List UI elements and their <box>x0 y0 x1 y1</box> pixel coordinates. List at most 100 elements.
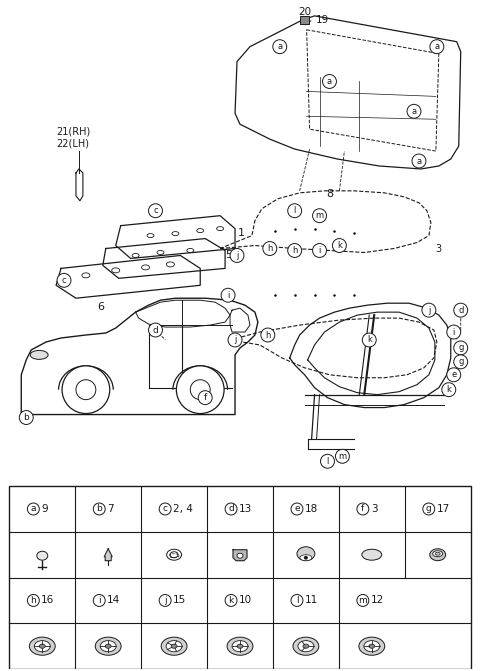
Ellipse shape <box>232 641 248 652</box>
Text: 12: 12 <box>371 595 384 605</box>
Bar <box>300 16 309 23</box>
Text: k: k <box>367 336 372 344</box>
Text: 6: 6 <box>97 302 104 312</box>
Text: j: j <box>164 596 167 605</box>
Text: 10: 10 <box>239 595 252 605</box>
Ellipse shape <box>433 551 443 557</box>
Circle shape <box>321 454 335 468</box>
Text: m: m <box>315 211 324 220</box>
Ellipse shape <box>227 637 253 656</box>
Bar <box>9 486 471 669</box>
Circle shape <box>312 244 326 258</box>
Text: a: a <box>411 107 417 116</box>
Text: h: h <box>267 244 273 253</box>
Circle shape <box>225 503 237 515</box>
Text: j: j <box>236 251 238 260</box>
Ellipse shape <box>166 641 182 652</box>
Circle shape <box>312 209 326 223</box>
Circle shape <box>93 503 105 515</box>
Text: 5: 5 <box>225 250 232 260</box>
Ellipse shape <box>430 549 445 561</box>
Circle shape <box>357 595 369 607</box>
Text: d: d <box>153 325 158 335</box>
Text: c: c <box>163 505 168 513</box>
Circle shape <box>273 40 287 54</box>
Text: 8: 8 <box>326 189 333 199</box>
Circle shape <box>304 556 308 560</box>
Text: 21(RH): 21(RH) <box>56 126 90 136</box>
Text: j: j <box>234 336 236 344</box>
Text: k: k <box>337 241 342 250</box>
Text: k: k <box>446 385 451 394</box>
Ellipse shape <box>298 641 314 652</box>
Circle shape <box>333 239 347 252</box>
Ellipse shape <box>435 552 440 555</box>
Text: b: b <box>96 505 102 513</box>
Text: h: h <box>30 596 36 605</box>
Text: g: g <box>458 358 463 366</box>
Circle shape <box>422 303 436 317</box>
Text: l: l <box>293 206 296 215</box>
Circle shape <box>362 333 376 347</box>
Text: c: c <box>62 276 66 285</box>
Text: 20: 20 <box>298 7 311 17</box>
Text: g: g <box>458 344 463 352</box>
Ellipse shape <box>171 644 177 648</box>
Polygon shape <box>233 550 247 561</box>
Text: c: c <box>153 206 158 215</box>
Text: m: m <box>359 596 367 605</box>
Ellipse shape <box>303 644 309 648</box>
Ellipse shape <box>300 555 312 561</box>
Text: 14: 14 <box>107 595 120 605</box>
Circle shape <box>447 325 461 339</box>
Circle shape <box>27 503 39 515</box>
Text: d: d <box>228 505 234 513</box>
Circle shape <box>288 204 301 217</box>
Polygon shape <box>104 549 112 561</box>
Circle shape <box>454 355 468 369</box>
Circle shape <box>291 503 303 515</box>
Ellipse shape <box>362 550 382 560</box>
Circle shape <box>430 40 444 54</box>
Text: l: l <box>296 596 298 605</box>
Text: 3: 3 <box>435 244 441 254</box>
Circle shape <box>263 242 277 256</box>
Circle shape <box>261 328 275 342</box>
Text: e: e <box>451 370 456 379</box>
Ellipse shape <box>105 644 111 648</box>
Circle shape <box>454 303 468 317</box>
Ellipse shape <box>100 641 116 652</box>
Ellipse shape <box>167 550 181 560</box>
Text: 22(LH): 22(LH) <box>56 138 89 148</box>
Ellipse shape <box>297 547 315 561</box>
Text: 19: 19 <box>315 15 329 25</box>
Text: 11: 11 <box>305 595 318 605</box>
Text: i: i <box>453 327 455 337</box>
Ellipse shape <box>237 553 243 558</box>
Circle shape <box>225 595 237 607</box>
Circle shape <box>230 248 244 262</box>
Circle shape <box>159 595 171 607</box>
Circle shape <box>19 411 33 425</box>
Text: f: f <box>204 393 207 402</box>
Circle shape <box>148 204 162 217</box>
Circle shape <box>221 289 235 302</box>
Circle shape <box>336 450 349 463</box>
Text: i: i <box>227 291 229 300</box>
Text: 9: 9 <box>41 504 48 514</box>
Text: 7: 7 <box>107 504 114 514</box>
Text: 18: 18 <box>305 504 318 514</box>
Ellipse shape <box>35 641 50 652</box>
Circle shape <box>27 595 39 607</box>
Text: 2, 4: 2, 4 <box>173 504 193 514</box>
Text: a: a <box>416 156 421 166</box>
Circle shape <box>93 595 105 607</box>
Text: h: h <box>292 246 298 255</box>
Circle shape <box>148 323 162 337</box>
Circle shape <box>412 154 426 168</box>
Ellipse shape <box>37 552 48 560</box>
Circle shape <box>407 105 421 118</box>
Ellipse shape <box>364 641 380 652</box>
Circle shape <box>62 366 110 413</box>
Circle shape <box>159 503 171 515</box>
